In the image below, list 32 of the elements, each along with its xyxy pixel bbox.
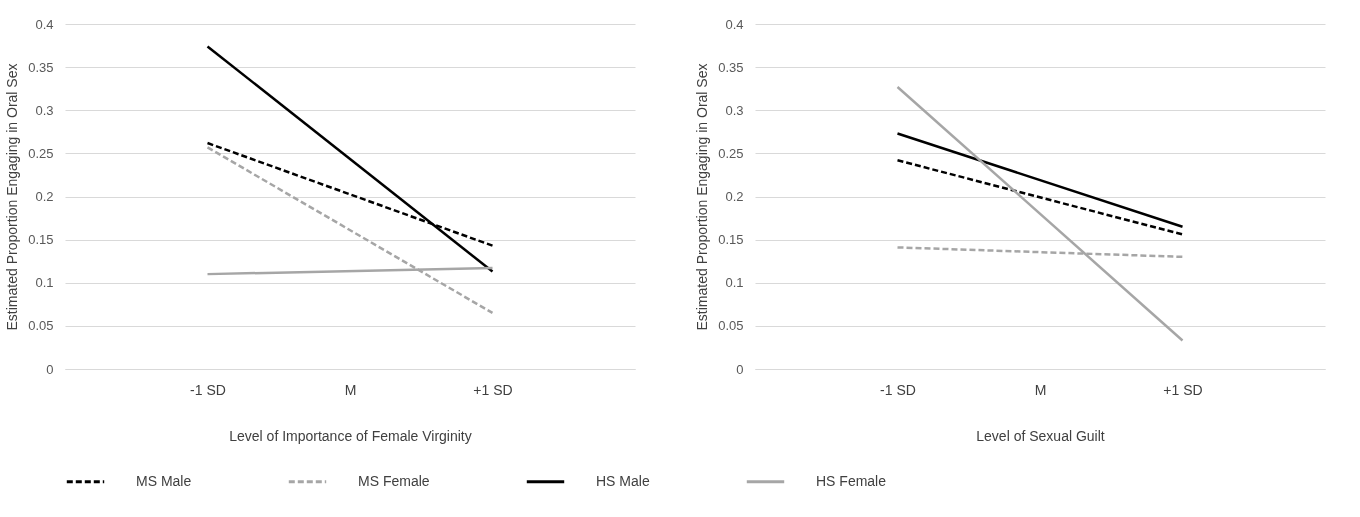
y-tick-label: 0.25 <box>28 145 54 161</box>
y-tick-label: 0.15 <box>718 232 744 248</box>
y-tick-label: 0.2 <box>35 189 54 204</box>
y-tick-label: 0.4 <box>725 16 744 32</box>
y-tick-label: 0.05 <box>718 318 744 334</box>
y-tick-label: 0.25 <box>718 145 744 161</box>
y-tick-label: 0.4 <box>35 16 54 32</box>
y-tick-label: 0 <box>46 361 54 377</box>
x-tick-label: +1 SD <box>1163 381 1203 398</box>
x-tick-label: M <box>344 381 357 398</box>
y-tick-label: 0.35 <box>718 59 744 75</box>
y-tick-label: 0.05 <box>28 318 54 334</box>
y-tick-label: 0.3 <box>725 102 744 118</box>
x-axis-title: Level of Sexual Guilt <box>976 427 1105 444</box>
x-axis-title: Level of Importance of Female Virginity <box>229 427 472 444</box>
y-tick-label: 0.2 <box>725 189 744 204</box>
y-axis-title: Estimated Proportion Engaging in Oral Sex <box>694 63 711 331</box>
y-axis-title: Estimated Proportion Engaging in Oral Sex <box>4 63 21 331</box>
x-tick-label: -1 SD <box>190 381 226 398</box>
y-tick-label: 0 <box>736 361 744 377</box>
y-tick-label: 0.15 <box>28 232 54 248</box>
legend-label: HS Male <box>596 472 650 489</box>
y-tick-label: 0.1 <box>35 275 54 291</box>
x-tick-label: M <box>1034 381 1047 398</box>
y-tick-label: 0.35 <box>28 59 54 75</box>
y-tick-label: 0.1 <box>725 275 744 291</box>
legend-label: HS Female <box>816 472 887 489</box>
legend-label: MS Female <box>358 472 430 489</box>
legend-label: MS Male <box>136 472 192 489</box>
x-tick-label: -1 SD <box>880 381 916 398</box>
x-tick-label: +1 SD <box>473 381 513 398</box>
y-tick-label: 0.3 <box>35 102 54 118</box>
